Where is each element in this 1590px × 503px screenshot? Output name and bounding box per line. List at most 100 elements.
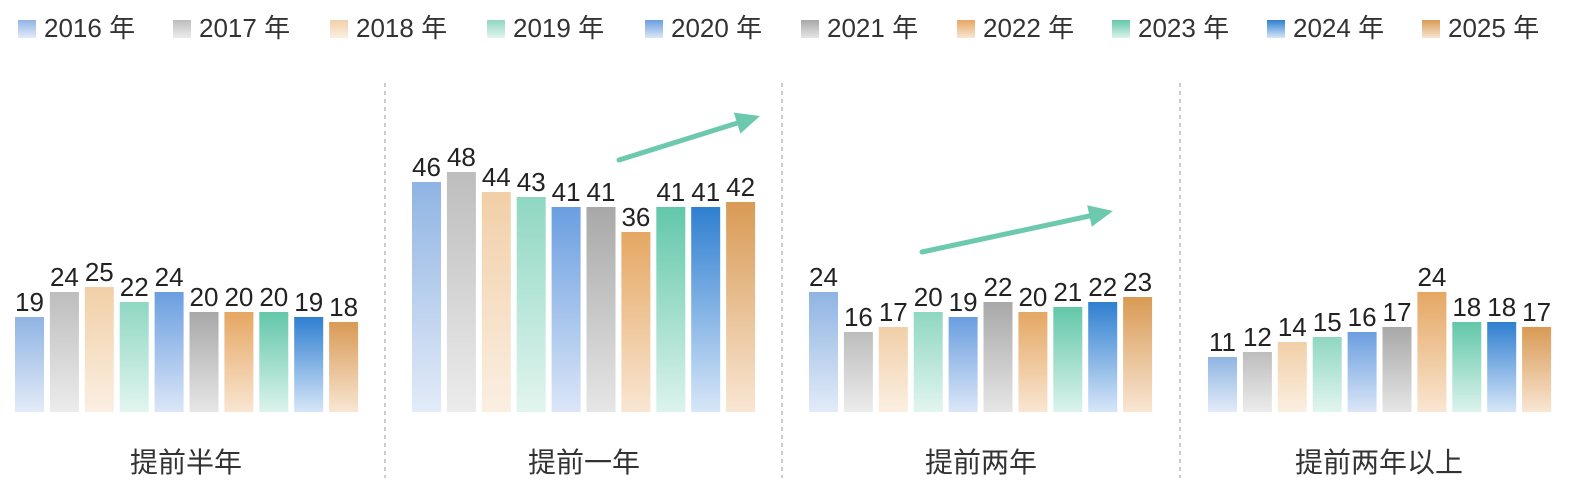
data-label: 19	[294, 287, 323, 317]
data-label: 42	[726, 172, 755, 202]
bar	[1088, 302, 1118, 412]
data-label: 20	[1018, 282, 1047, 312]
data-label: 22	[1088, 272, 1117, 302]
legend-label: 2025 年	[1448, 13, 1539, 43]
data-label: 23	[1123, 267, 1152, 297]
bar	[621, 232, 651, 412]
bar	[1487, 322, 1517, 412]
data-label: 11	[1209, 327, 1236, 357]
legend: 2016 年 2017 年 2018 年 2019 年 2020 年 2021 年 2022…	[18, 13, 1539, 43]
bar	[809, 292, 838, 412]
legend-swatch	[1422, 20, 1440, 38]
data-label: 24	[809, 262, 838, 292]
bar	[119, 302, 149, 412]
category-label: 提前半年	[130, 447, 242, 478]
data-label: 16	[1348, 302, 1377, 332]
bar	[154, 292, 184, 412]
data-label: 41	[691, 177, 720, 207]
bar	[913, 312, 943, 412]
legend-item: 2023 年	[1112, 13, 1229, 43]
bar	[446, 172, 476, 412]
bar	[1347, 332, 1377, 412]
legend-item: 2018 年	[330, 13, 447, 43]
legend-label: 2023 年	[1138, 13, 1229, 43]
bar	[516, 197, 546, 412]
legend-swatch	[18, 20, 36, 38]
bar	[1452, 322, 1482, 412]
legend-label: 2024 年	[1293, 13, 1384, 43]
data-label: 41	[656, 177, 685, 207]
legend-label: 2018 年	[356, 13, 447, 43]
legend-label: 2021 年	[827, 13, 918, 43]
bar	[551, 207, 581, 412]
bar	[259, 312, 289, 412]
bar	[1123, 297, 1153, 412]
data-label: 17	[1522, 297, 1551, 327]
legend-item: 2024 年	[1267, 13, 1384, 43]
data-label: 20	[259, 282, 288, 312]
data-label: 12	[1243, 322, 1272, 352]
data-label: 16	[844, 302, 873, 332]
category-label: 提前两年以上	[1295, 447, 1463, 478]
data-label: 18	[1452, 292, 1481, 322]
bar	[1277, 342, 1307, 412]
bar	[726, 202, 756, 412]
legend-swatch	[330, 20, 348, 38]
data-label: 22	[120, 272, 149, 302]
bars	[15, 172, 1552, 412]
bar	[1018, 312, 1048, 412]
data-label: 15	[1313, 307, 1342, 337]
data-label: 20	[224, 282, 253, 312]
bar	[878, 327, 908, 412]
legend-label: 2017 年	[199, 13, 290, 43]
legend-swatch	[1112, 20, 1130, 38]
bar	[1417, 292, 1447, 412]
bar	[1312, 337, 1342, 412]
data-label: 41	[587, 177, 616, 207]
data-label: 19	[949, 287, 978, 317]
bar	[948, 317, 978, 412]
bar	[412, 182, 441, 412]
data-label: 48	[447, 142, 476, 172]
bar	[481, 192, 511, 412]
bar	[983, 302, 1013, 412]
legend-item: 2017 年	[173, 13, 290, 43]
category-label: 提前一年	[528, 447, 640, 478]
data-label: 18	[1487, 292, 1516, 322]
legend-swatch	[957, 20, 975, 38]
legend-swatch	[487, 20, 505, 38]
legend-label: 2016 年	[44, 13, 135, 43]
legend-item: 2025 年	[1422, 13, 1539, 43]
trend-arrow	[616, 112, 760, 163]
group-separators	[384, 83, 1181, 478]
legend-item: 2016 年	[18, 13, 135, 43]
bar	[1208, 357, 1237, 412]
bar	[656, 207, 686, 412]
data-label: 17	[879, 297, 908, 327]
bar	[189, 312, 219, 412]
legend-swatch	[645, 20, 663, 38]
bar	[224, 312, 254, 412]
legend-swatch	[173, 20, 191, 38]
legend-label: 2022 年	[983, 13, 1074, 43]
data-label: 24	[50, 262, 79, 292]
data-label: 25	[85, 257, 114, 287]
data-label: 24	[1417, 262, 1446, 292]
bar	[1242, 352, 1272, 412]
bar	[843, 332, 873, 412]
bar	[1053, 307, 1083, 412]
category-labels: 提前半年 提前一年 提前两年 提前两年以上	[130, 447, 1463, 478]
legend-swatch	[1267, 20, 1285, 38]
legend-item: 2022 年	[957, 13, 1074, 43]
bar	[1382, 327, 1412, 412]
data-label: 19	[15, 287, 44, 317]
trend-arrows	[616, 112, 1113, 255]
data-label: 24	[155, 262, 184, 292]
bar	[329, 322, 359, 412]
data-label: 46	[412, 152, 441, 182]
legend-item: 2021 年	[801, 13, 918, 43]
data-label: 22	[984, 272, 1013, 302]
bar	[294, 317, 324, 412]
data-label: 17	[1383, 297, 1412, 327]
